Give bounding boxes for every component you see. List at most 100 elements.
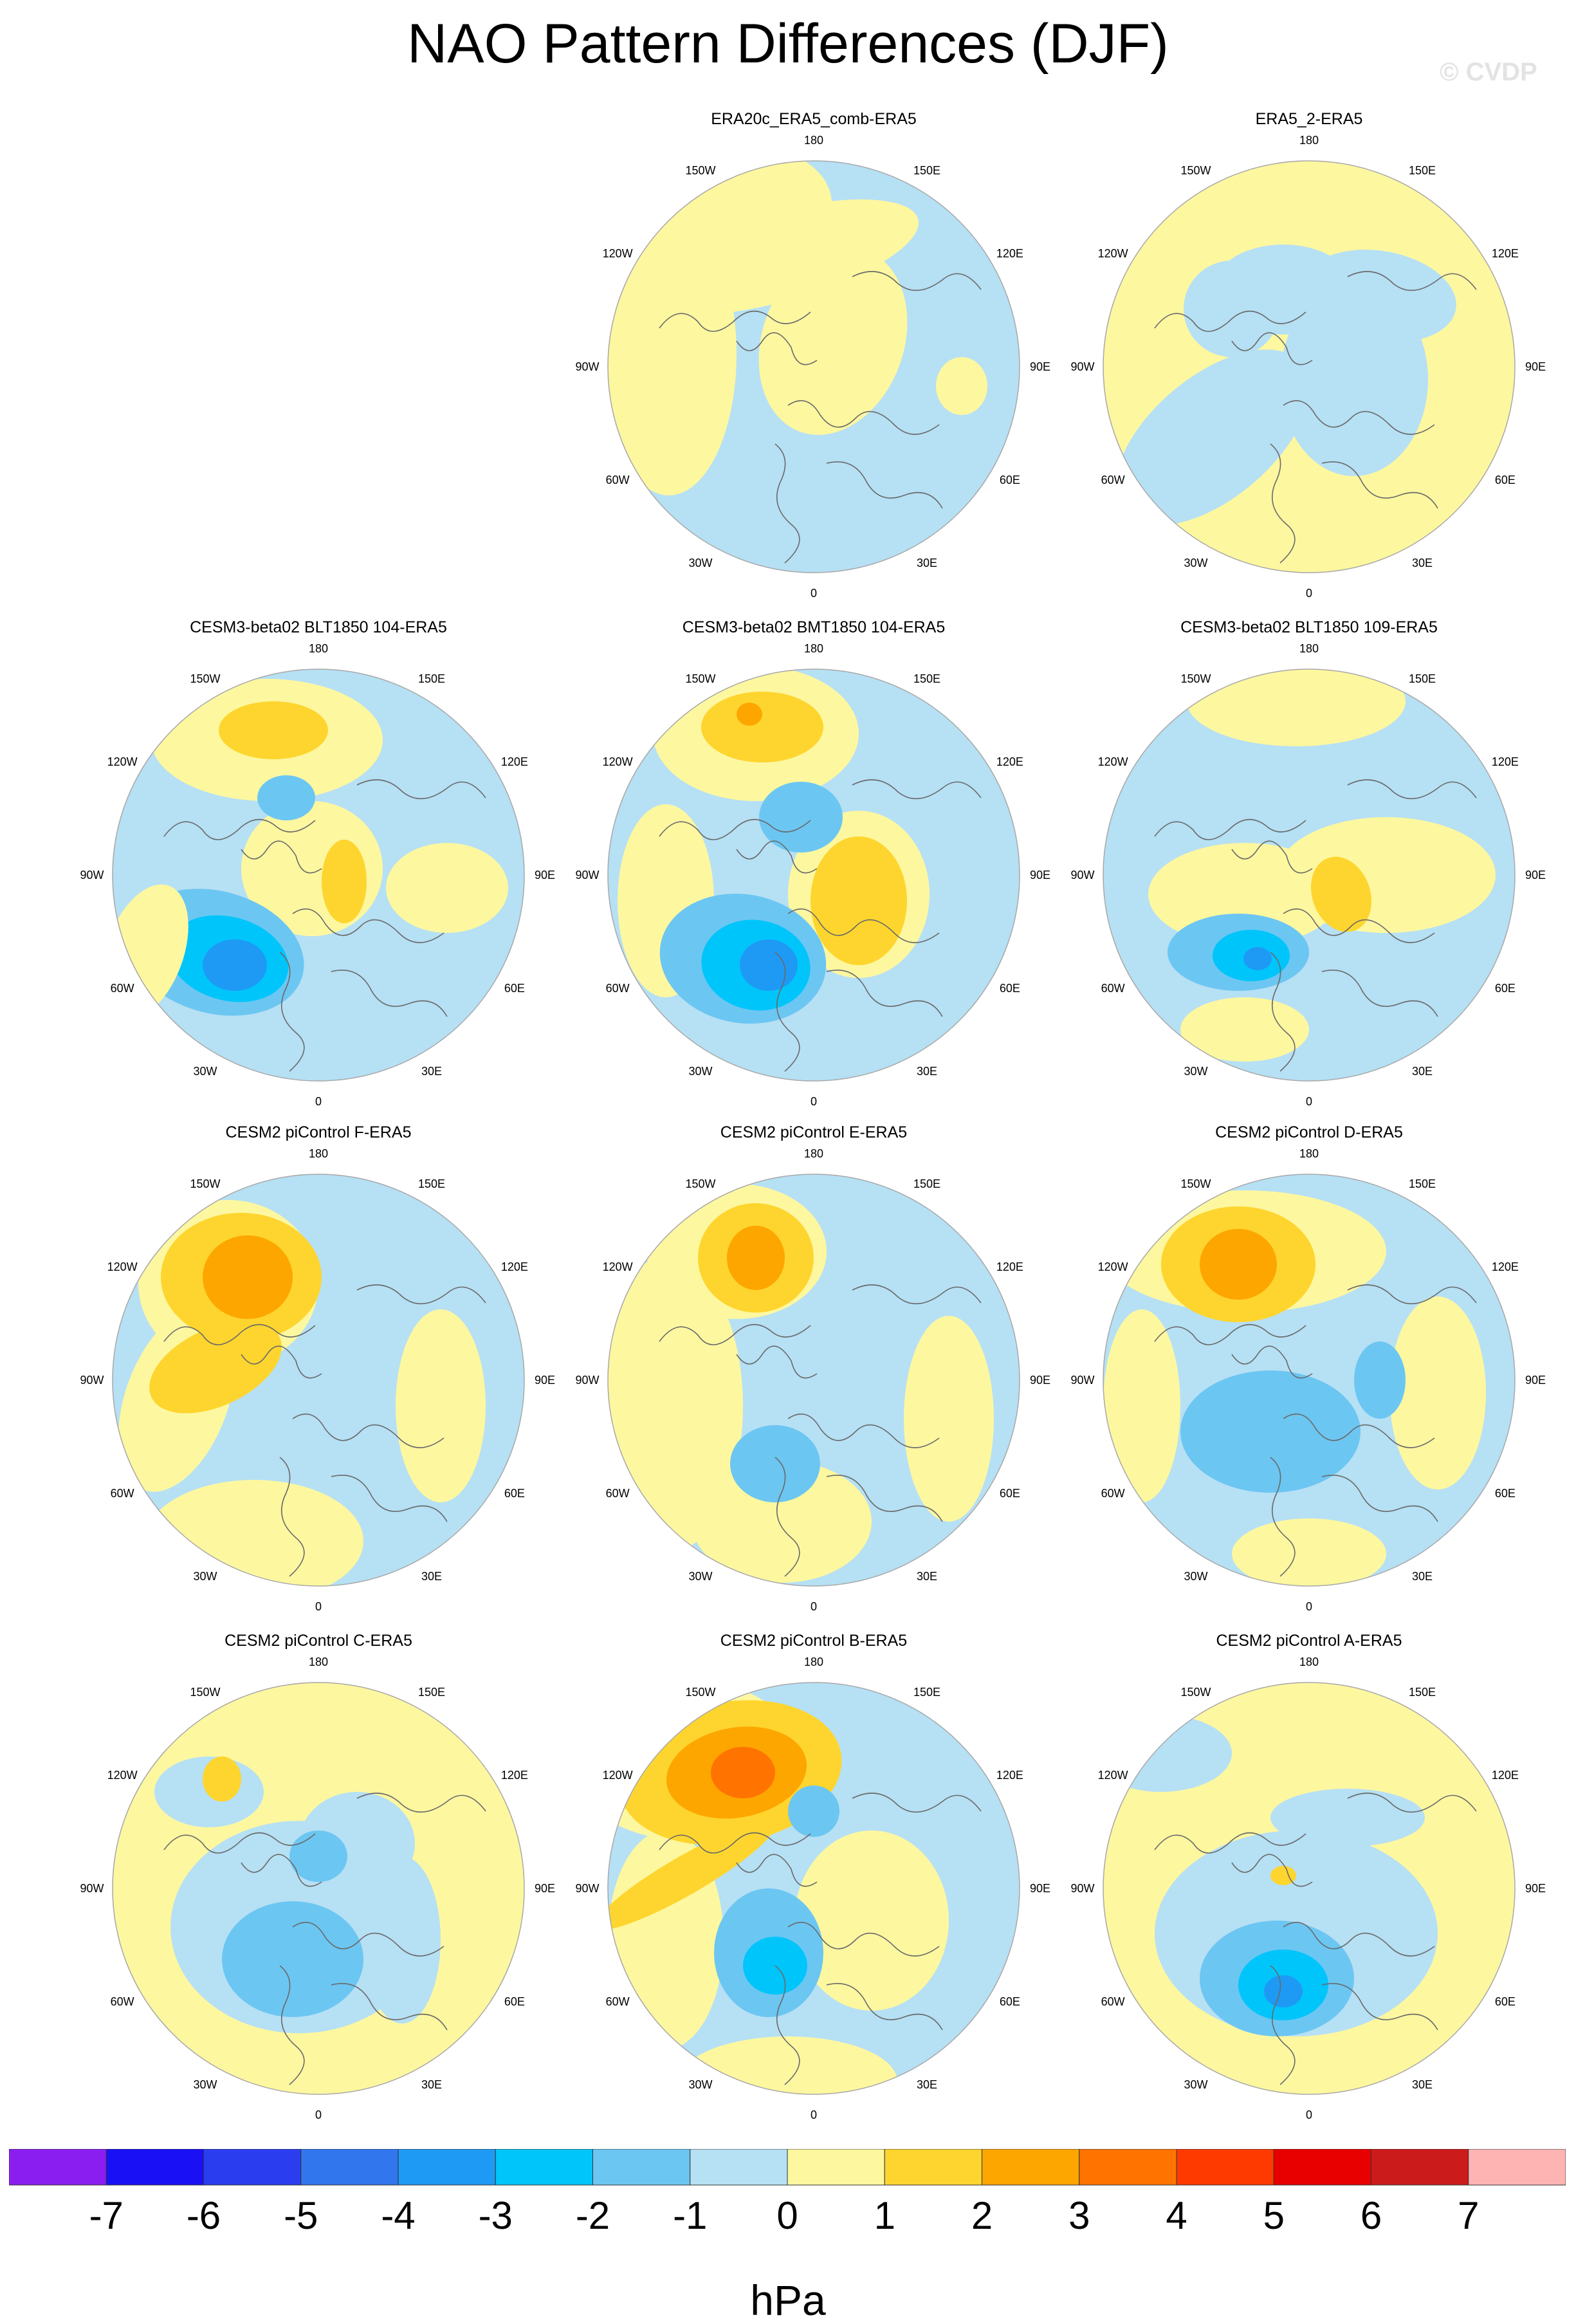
coastline [163,1793,486,2085]
longitude-label: 30E [917,2078,937,2091]
panel-title: CESM3-beta02 BLT1850 109-ERA5 [1180,618,1438,636]
longitude-label: 0 [811,2108,817,2120]
coastline [659,779,982,1072]
longitude-label: 60E [1000,474,1020,486]
longitude-label: 30W [193,2078,217,2091]
longitude-label: 30W [1184,2078,1207,2091]
longitude-label: 60W [606,474,630,486]
longitude-label: 30E [421,2078,442,2091]
longitude-label: 120E [1492,247,1519,260]
longitude-label: 0 [315,1600,322,1612]
longitude-label: 150W [685,1686,715,1699]
longitude-label: 150E [418,1686,445,1699]
longitude-label: 60W [111,982,134,995]
map-boundary [112,669,525,1082]
longitude-label: 150E [913,164,940,177]
colorbar-tick-label: 7 [1458,2194,1479,2237]
longitude-label: 30W [193,1065,217,1078]
colorbar-unit: hPa [750,2276,826,2324]
longitude-label: 90W [1070,1882,1094,1895]
colorbar-swatch [203,2149,302,2186]
panel-title: CESM2 piControl E-ERA5 [720,1123,908,1141]
longitude-label: 90W [575,1882,599,1895]
colorbar-tick-label: 2 [971,2194,993,2237]
longitude-label: 180 [309,1655,328,1668]
longitude-label: 120W [1098,1769,1128,1782]
map-panel: CESM3-beta02 BMT1850 104-ERA5 180 150E 120E… [569,618,1058,1107]
anomaly-contour [730,1425,820,1502]
colorbar-swatch [787,2149,885,2186]
polar-map: 180 150E 120E 90E 60E 30E 0 30W 60W 90W 120W 150W [80,1147,555,1612]
longitude-label: 120E [501,1769,528,1782]
coastline [659,1284,982,1577]
longitude-label: 150E [418,672,445,685]
longitude-label: 0 [811,1600,817,1612]
anomaly-contour [904,1316,994,1522]
colorbar-tick-label: 3 [1068,2194,1090,2237]
colorbar-tick-label: 4 [1166,2194,1187,2237]
colorbar-swatch [1273,2149,1371,2186]
longitude-label: 150W [190,1686,220,1699]
polar-map: 180 150E 120E 90E 60E 30E 0 30W 60W 90W 120W 150W [1070,134,1546,598]
longitude-label: 60W [111,1995,134,2008]
longitude-label: 90E [1525,1882,1546,1895]
longitude-label: 0 [1306,587,1312,598]
colorbar-tick-label: -2 [576,2194,610,2237]
longitude-label: 90E [1030,869,1050,881]
longitude-label: 90W [1070,869,1094,881]
longitude-label: 150W [1180,1177,1211,1190]
anomaly-contour [1354,1342,1406,1419]
anomaly-contour [1310,856,1372,932]
longitude-label: 60E [504,1487,525,1500]
longitude-label: 0 [1306,1600,1312,1612]
longitude-label: 150W [685,1177,715,1190]
longitude-label: 30E [917,557,937,569]
colorbar-tick-label: 1 [874,2194,895,2237]
anomaly-contour [1243,947,1272,970]
longitude-label: 120E [1492,1260,1519,1273]
longitude-label: 30E [917,1065,937,1078]
longitude-label: 180 [1299,134,1319,147]
longitude-label: 120E [996,1260,1023,1273]
longitude-label: 180 [309,1147,328,1160]
longitude-label: 150W [190,672,220,685]
longitude-label: 90W [575,360,599,373]
map-panel: CESM2 piControl E-ERA5 180 150E 120E 90E 60E 3… [569,1123,1058,1612]
longitude-label: 120W [107,1769,138,1782]
colorbar-tick-label: -7 [89,2194,124,2237]
coastline [1154,1284,1477,1577]
main-title: NAO Pattern Differences (DJF) [407,13,1169,75]
polar-map: 180 150E 120E 90E 60E 30E 0 30W 60W 90W 120W 150W [1070,642,1546,1107]
anomaly-contour [1115,349,1310,526]
anomaly-contour [737,703,762,726]
longitude-label: 90W [80,1882,104,1895]
anomaly-contour [219,701,328,759]
longitude-label: 0 [315,2108,322,2120]
polar-map: 180 150E 120E 90E 60E 30E 0 30W 60W 90W 120W 150W [80,642,555,1107]
coastline [1154,271,1477,564]
panel-title: CESM2 piControl F-ERA5 [225,1123,412,1141]
longitude-label: 60E [1495,982,1516,995]
polar-map: 180 150E 120E 90E 60E 30E 0 30W 60W 90W 120W 150W [575,1147,1050,1612]
longitude-label: 60E [1495,1487,1516,1500]
longitude-label: 90E [1030,1882,1050,1895]
anomaly-contour [1180,1370,1361,1493]
map-panel: CESM2 piControl A-ERA5 180 150E 120E 90E 60E 3… [1065,1631,1553,2120]
map-boundary [607,160,1020,573]
map-panel: CESM3-beta02 BLT1850 109-ERA5 180 150E 120E… [1065,618,1553,1107]
longitude-label: 150E [1409,164,1436,177]
map-panel: CESM2 piControl F-ERA5 180 150E 120E 90E 60E 3… [74,1123,563,1612]
longitude-label: 150W [1180,1686,1211,1699]
map-boundary [1103,1682,1516,2095]
longitude-label: 60E [1495,1995,1516,2008]
longitude-label: 120W [603,1769,633,1782]
longitude-label: 90E [1525,1374,1546,1387]
polar-map: 180 150E 120E 90E 60E 30E 0 30W 60W 90W 120W 150W [80,1655,555,2120]
anomaly-contour [1200,1229,1277,1300]
colorbar-swatch [105,2149,204,2186]
longitude-label: 120W [1098,755,1128,768]
longitude-label: 30W [688,1570,712,1583]
anomaly-contour [222,1901,363,2017]
colorbar-swatch [884,2149,982,2186]
map-boundary [1103,1174,1516,1587]
